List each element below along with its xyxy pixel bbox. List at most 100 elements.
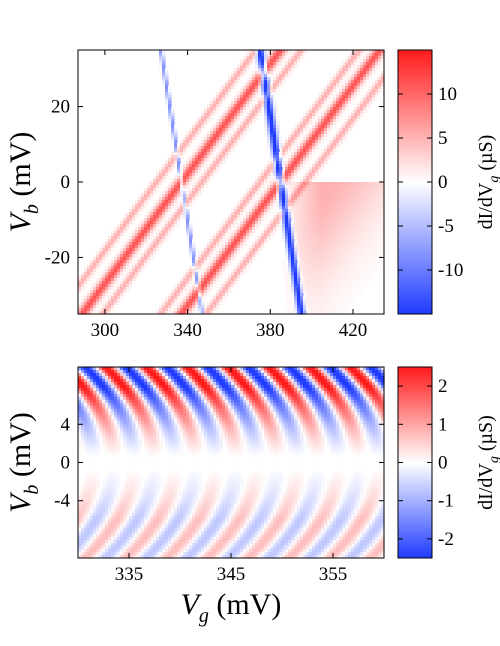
heatmap-cell xyxy=(240,92,244,96)
heatmap-cell xyxy=(345,98,349,102)
heatmap-cell xyxy=(120,233,124,237)
heatmap-cell xyxy=(225,236,229,240)
heatmap-cell xyxy=(216,269,220,273)
heatmap-cell xyxy=(237,107,241,111)
heatmap-cell xyxy=(360,224,364,228)
heatmap-cell xyxy=(165,311,169,315)
heatmap-cell xyxy=(261,62,265,66)
heatmap-cell xyxy=(351,257,355,261)
heatmap-cell xyxy=(321,203,325,207)
heatmap-cell xyxy=(168,221,172,225)
heatmap-cell xyxy=(156,206,160,210)
heatmap-cell xyxy=(336,86,340,90)
heatmap-cell xyxy=(117,367,121,371)
heatmap-cell xyxy=(234,215,238,219)
heatmap-cell xyxy=(141,251,145,255)
heatmap-cell xyxy=(348,296,352,300)
heatmap-cell xyxy=(291,272,295,276)
heatmap-cell xyxy=(306,248,310,252)
heatmap-cell xyxy=(297,185,301,189)
heatmap-cell xyxy=(294,245,298,249)
heatmap-cell xyxy=(270,74,274,78)
heatmap-cell xyxy=(363,53,367,57)
heatmap-cell xyxy=(339,251,343,255)
heatmap-cell xyxy=(270,140,274,144)
heatmap-cell xyxy=(210,269,214,273)
heatmap-cell xyxy=(246,122,250,126)
heatmap-cell xyxy=(156,308,160,312)
heatmap-cell xyxy=(240,215,244,219)
heatmap-cell xyxy=(204,275,208,279)
heatmap-cell xyxy=(258,176,262,180)
heatmap-cell xyxy=(267,209,271,213)
heatmap-cell xyxy=(363,68,367,72)
heatmap-cell xyxy=(126,218,130,222)
heatmap-cell xyxy=(351,122,355,126)
heatmap-cell xyxy=(204,257,208,261)
heatmap-cell xyxy=(240,263,244,267)
heatmap-cell xyxy=(141,266,145,270)
heatmap-cell xyxy=(246,257,250,261)
heatmap-cell xyxy=(225,92,229,96)
heatmap-cell xyxy=(363,212,367,216)
heatmap-cell xyxy=(312,101,316,105)
heatmap-cell xyxy=(234,281,238,285)
heatmap-cell xyxy=(243,125,247,129)
heatmap-cell xyxy=(243,269,247,273)
heatmap-cell xyxy=(216,161,220,165)
heatmap-cell xyxy=(165,95,169,99)
heatmap-cell xyxy=(144,257,148,261)
heatmap-cell xyxy=(207,257,211,261)
heatmap-cell xyxy=(294,155,298,159)
heatmap-cell xyxy=(351,116,355,120)
heatmap-cell xyxy=(318,185,322,189)
heatmap-cell xyxy=(333,74,337,78)
heatmap-cell xyxy=(234,367,238,371)
heatmap-cell xyxy=(129,221,133,225)
heatmap-cell xyxy=(312,230,316,234)
heatmap-cell xyxy=(132,281,136,285)
heatmap-cell xyxy=(252,227,256,231)
heatmap-cell xyxy=(90,305,94,309)
heatmap-cell xyxy=(255,375,259,380)
heatmap-cell xyxy=(261,242,265,246)
heatmap-cell xyxy=(285,56,289,60)
heatmap-cell xyxy=(267,113,271,117)
heatmap-cell xyxy=(369,221,373,225)
heatmap-cell xyxy=(375,182,379,186)
heatmap-cell xyxy=(318,251,322,255)
heatmap-cell xyxy=(333,149,337,153)
heatmap-cell xyxy=(255,62,259,66)
heatmap-cell xyxy=(348,74,352,78)
heatmap-cell xyxy=(195,125,199,129)
heatmap-cell xyxy=(345,74,349,78)
heatmap-cell xyxy=(306,116,310,120)
heatmap-cell xyxy=(240,203,244,207)
heatmap-cell xyxy=(138,230,142,234)
heatmap-cell xyxy=(189,233,193,237)
heatmap-cell xyxy=(141,245,145,249)
heatmap-cell xyxy=(357,233,361,237)
heatmap-cell xyxy=(360,239,364,243)
heatmap-cell xyxy=(252,245,256,249)
heatmap-cell xyxy=(93,254,97,258)
heatmap-cell xyxy=(144,230,148,234)
heatmap-cell xyxy=(165,227,169,231)
heatmap-cell xyxy=(351,221,355,225)
heatmap-cell xyxy=(318,194,322,198)
heatmap-cell xyxy=(270,221,274,225)
heatmap-cell xyxy=(261,188,265,192)
heatmap-cell xyxy=(231,239,235,243)
heatmap-cell xyxy=(372,266,376,270)
heatmap-cell xyxy=(159,239,163,243)
heatmap-cell xyxy=(273,122,277,126)
heatmap-cell xyxy=(165,188,169,192)
heatmap-cell xyxy=(348,92,352,96)
heatmap-cell xyxy=(303,152,307,156)
heatmap-cell xyxy=(225,146,229,150)
heatmap-cell xyxy=(183,302,187,306)
heatmap-cell xyxy=(243,92,247,96)
heatmap-cell xyxy=(357,224,361,228)
heatmap-cell xyxy=(318,110,322,114)
heatmap-cell xyxy=(156,245,160,249)
